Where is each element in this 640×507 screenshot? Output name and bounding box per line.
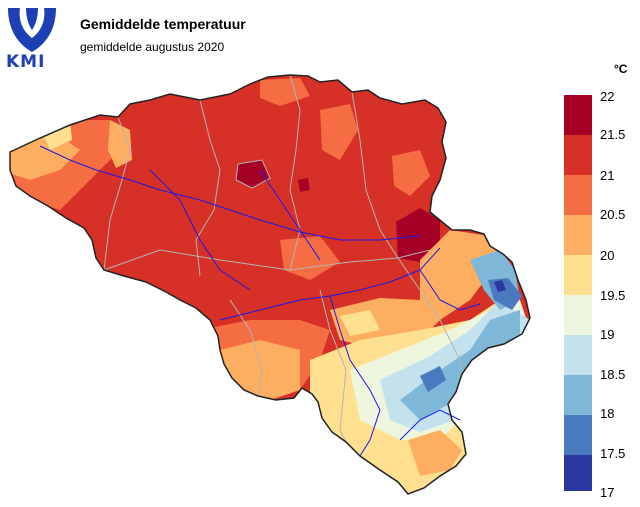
- province-border-antwerp: [289, 74, 301, 271]
- river-dender: [149, 169, 251, 291]
- legend-label: 21.5: [600, 127, 626, 142]
- legend-unit: °C: [614, 62, 628, 76]
- legend-label: 19: [600, 327, 615, 342]
- legend-label: 19.5: [600, 288, 626, 303]
- legend-swatch-20-20.5: [564, 215, 592, 255]
- zone-18-18.5-ardennes: [400, 310, 520, 420]
- province-borders: [103, 74, 463, 443]
- river-ourthe: [419, 269, 481, 311]
- temperature-fill: [10, 75, 530, 494]
- province-border-brussels: [235, 159, 271, 189]
- river-scheldt: [39, 145, 421, 241]
- zone-17-17.5-summit: [494, 280, 506, 292]
- legend-label: 20: [600, 248, 615, 263]
- river-sambre-meuse: [219, 247, 441, 321]
- zone-20-20.5-south-west: [220, 340, 300, 400]
- kmi-logo-mark: [8, 8, 56, 52]
- province-border-east-flanders: [195, 99, 221, 277]
- legend-swatch-17-17.5: [564, 455, 592, 491]
- map-title: Gemiddelde temperatuur: [80, 16, 246, 32]
- map-subtitle: gemiddelde augustus 2020: [80, 40, 225, 54]
- legend-label: 18: [600, 406, 615, 421]
- zone-20.5-21-limburg: [392, 150, 430, 196]
- temperature-map: [9, 74, 531, 495]
- legend-label: 18.5: [600, 367, 626, 382]
- legend-label: 17: [600, 485, 615, 500]
- river-dijle: [259, 169, 321, 261]
- legend-swatch-19.5-20: [564, 255, 592, 295]
- country-border: [9, 74, 531, 495]
- kmi-logo-text: KMI: [6, 52, 46, 72]
- legend-swatch-21.5-22: [564, 95, 592, 135]
- zone-19.5-20-meuse: [340, 310, 380, 336]
- legend-label: 22: [600, 89, 615, 104]
- province-border-namur: [319, 289, 347, 443]
- zone-21.5-22-small: [298, 178, 310, 192]
- zone-20-20.5-east: [420, 230, 500, 320]
- legend-swatch-17.5-18: [564, 415, 592, 455]
- zone-20.5-21-campine: [320, 104, 358, 160]
- zone-21.5-22-liege: [396, 208, 440, 262]
- legend-swatch-21-21.5: [564, 135, 592, 175]
- legend-label: 21: [600, 168, 615, 183]
- zone-21.5-22-brussels: [236, 160, 270, 188]
- zone-20-20.5-north-west: [108, 120, 132, 168]
- province-border-liege: [397, 257, 463, 375]
- zone-20-20.5-gaume: [408, 430, 462, 476]
- legend-swatch-18-18.5: [564, 375, 592, 415]
- legend-swatch-18.5-19: [564, 335, 592, 375]
- river-meuse-south: [329, 295, 381, 457]
- legend-label: 20.5: [600, 207, 626, 222]
- zone-20.5-21-north: [260, 78, 310, 106]
- legend-swatch-19-19.5: [564, 295, 592, 335]
- province-border-west-flanders: [103, 116, 131, 271]
- zone-17.5-18-south: [420, 366, 446, 392]
- legend-label: 17.5: [600, 446, 626, 461]
- legend-swatch-20.5-21: [564, 175, 592, 215]
- kmi-logo: [4, 4, 60, 74]
